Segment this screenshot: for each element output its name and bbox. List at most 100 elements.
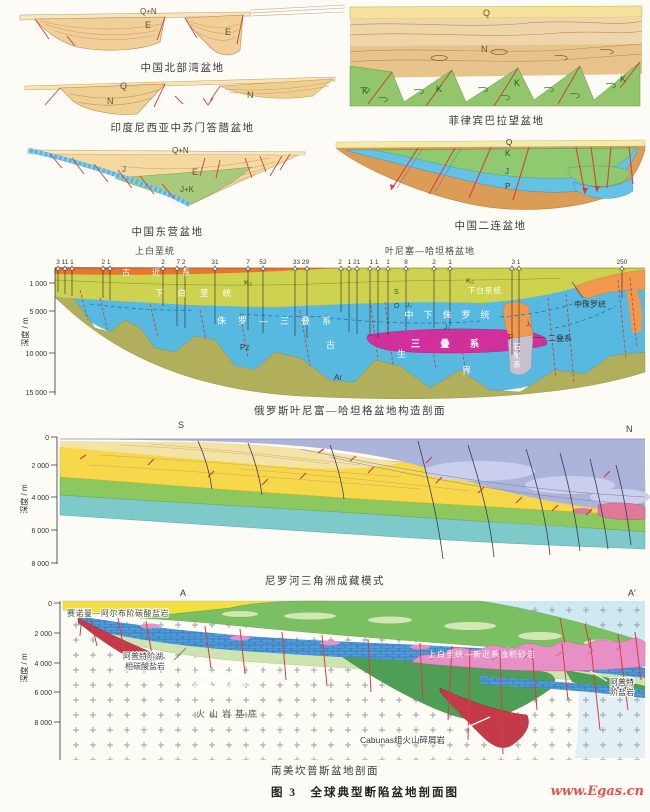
erlian-label-k: K: [505, 149, 511, 158]
triassic-label: 三叠系: [411, 338, 500, 350]
campos-caption: 南美坎普斯盆地剖面: [271, 766, 379, 777]
permian-callout: 二叠系: [548, 333, 572, 343]
well-number: 1 21: [348, 259, 361, 266]
well-number: 3 11 1: [56, 259, 74, 266]
nile-south-label: S: [178, 420, 184, 430]
russia-strat-labels: 古近系 K₂ K₂ 下白垩统 下白垩统 中下侏罗统 侏罗—三叠系 三叠系 Pz …: [122, 267, 606, 382]
well-number: 52: [259, 259, 267, 266]
dongying-label-jk: J+K: [180, 185, 195, 194]
well-bore-lines: [57, 270, 623, 358]
well-number: 7 2: [176, 259, 185, 266]
cabunas-label: Cabunas组火山碎屑岩: [360, 735, 446, 745]
palawan-caption: 菲律宾巴拉望盆地: [448, 116, 545, 127]
aptian-lacustrine-label-line1: 阿普特阶湖: [123, 651, 163, 661]
well-number: 1 1: [369, 259, 378, 266]
aptian-salt-label-line1: 阿普特: [610, 677, 634, 687]
well-number: 250: [617, 259, 628, 266]
russia-header-upper-cretaceous: 上白垩统: [135, 245, 175, 256]
cabunas-leader: [444, 716, 491, 738]
paleozoic-char: 古: [326, 339, 335, 350]
ar-label: Ar: [334, 373, 342, 382]
jurassic-triassic-label: 侏罗—三叠系: [217, 316, 343, 326]
permian-p-label: P: [508, 333, 514, 342]
sumatra-caption: 印度尼西亚中苏门答腊盆地: [110, 123, 255, 134]
permian-callout-leader: [531, 336, 547, 339]
lower-cretaceous-label: 下白垩统: [155, 288, 245, 298]
well-number: 2: [432, 259, 436, 266]
j3-label: J₃: [406, 302, 412, 309]
tick-label: 0: [48, 601, 52, 608]
campos-unit-labels: 赛诺曼—阿尔布阶碳酸盐岩 阿普特阶湖 相碳酸盐岩 Lagoa Feia组上部 L…: [66, 607, 635, 746]
campos-depth-axis: 0 2 000 4 000 6 000 8 000 深度 / m: [19, 601, 61, 760]
erlian-label-j: J: [505, 167, 509, 176]
well-number: 2: [338, 259, 342, 266]
well-number: 1: [448, 259, 452, 266]
k2-label: K₂: [244, 278, 252, 287]
palawan-label-k1: K: [362, 86, 368, 96]
erlian-geology: [335, 139, 646, 210]
palawan-label-k2: K: [436, 84, 442, 94]
erlian-label-p: P: [505, 182, 510, 191]
russia-well-numbers: 3 11 1 2 1 2 7 2 31 7 52 33 29 2 1 21 1 …: [56, 259, 628, 266]
depth-axis-label: 深度 / m: [19, 484, 29, 514]
beibu-basin-section: Q+N E E: [19, 4, 346, 56]
cenomanian-albian-label: 赛诺曼—阿尔布阶碳酸盐岩: [67, 608, 169, 618]
well-number: 3 1: [511, 259, 520, 266]
well-number: 31: [211, 259, 219, 266]
tick-label: 8 000: [34, 720, 52, 727]
beibu-caption: 中国北部湾盆地: [140, 63, 225, 74]
dongying-caption: 中国东营盆地: [131, 227, 204, 238]
paleozoic-char: 界: [462, 366, 471, 376]
palawan-label-n: N: [481, 44, 488, 54]
nile-caption: 尼罗河三角洲成藏模式: [265, 576, 385, 587]
volcanic-basement-label: 火山岩基底: [196, 708, 261, 719]
figure-caption: 图 3 全球典型断陷盆地剖面图: [270, 787, 460, 799]
palawan-label-k4: K: [620, 74, 626, 84]
depth-axis-label: 深度 / m: [20, 317, 30, 347]
aptian-lacustrine-label-line2: 相碳酸盐岩: [125, 661, 165, 671]
sumatra-label-n2: N: [247, 90, 254, 100]
tick-label: 4 000: [31, 495, 49, 502]
campos-a-prime-label: A′: [628, 588, 636, 598]
nile-geology: [59, 438, 650, 560]
nile-depth-axis: 0 2 000 4 000 6 000 8 000 深度 / m: [19, 435, 58, 568]
dongying-label-e: E: [192, 167, 198, 177]
lower-cretaceous-label: 下白垩统: [468, 285, 502, 295]
nile-delta-section: S N 0 2 000 4 000 6 000 8 000 深度 / m: [19, 420, 650, 568]
palawan-label-k3: K: [514, 78, 520, 88]
tick-label: 8 000: [31, 561, 49, 568]
tick-label: 2 000: [31, 463, 49, 470]
beibu-label-qn: Q+N: [140, 7, 157, 16]
paleogene-label: 古近系: [122, 267, 212, 277]
lagoa-feia-lower-label: Lagoa Feia组下部: [188, 681, 258, 691]
k2-label: K₂: [466, 276, 474, 285]
well-number: 2 1: [101, 259, 110, 266]
aptian-salt-label-line2: 阶盐岩: [610, 687, 634, 697]
tick-label: 10 000: [26, 351, 48, 358]
palawan-geology: [349, 5, 643, 107]
carboniferous-char: 炭: [513, 351, 521, 360]
russia-depth-axis: 1 000 5 000 10 000 15 000 深度 / m: [20, 268, 56, 397]
j1-label: J₁: [526, 321, 532, 328]
tick-label: 0: [45, 435, 49, 442]
well-number: 7: [246, 259, 250, 266]
beibu-geology: [19, 4, 346, 56]
beibu-label-e1: E: [145, 20, 151, 30]
campos-geology: [62, 600, 646, 760]
well-number: 1: [386, 259, 390, 266]
russia-geology: [54, 265, 646, 399]
sumatra-basin-section: Q N N: [24, 76, 336, 115]
depth-axis-label: 深度 / m: [19, 653, 29, 683]
watermark: www.Egas.cn: [550, 784, 644, 799]
tick-label: 5 000: [29, 309, 47, 316]
pz-label: Pz: [240, 343, 249, 352]
palawan-basin-section: Q N K K K K: [349, 5, 643, 107]
tick-label: 6 000: [31, 528, 49, 535]
campos-a-label: A: [180, 588, 186, 598]
dongying-label-j: J: [122, 165, 126, 174]
russia-basin-section: 上白垩统 叶尼塞—哈坦格盆地 3 11 1 2 1 2 7 2 31 7 52 …: [20, 245, 646, 399]
beibu-label-e2: E: [225, 27, 231, 37]
silurian-label: S: [394, 289, 399, 296]
mid-jurassic-callout: 中侏罗统: [574, 299, 606, 309]
